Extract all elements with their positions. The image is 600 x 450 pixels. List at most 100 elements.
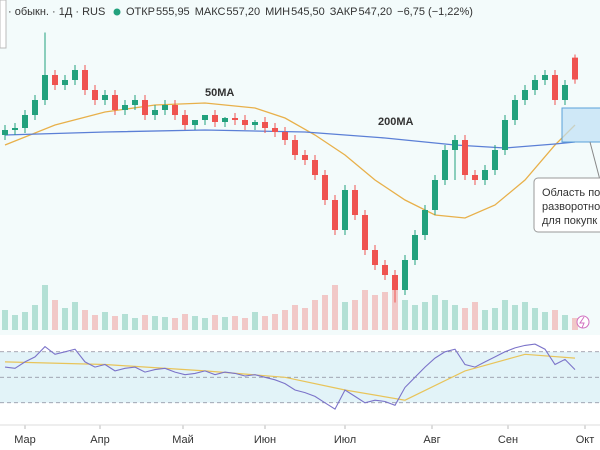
volume-bar — [402, 300, 408, 330]
volume-bar — [242, 318, 248, 330]
volume-bar — [472, 302, 478, 330]
volume-bar — [12, 315, 18, 330]
volume-bar — [62, 308, 68, 330]
annotation-line: Область по — [542, 187, 600, 199]
candle-body — [462, 140, 468, 175]
event-bolt — [579, 316, 585, 329]
ohlc-value: 547,20 — [358, 6, 392, 18]
candle-body — [362, 215, 368, 250]
volume-bar — [502, 300, 508, 330]
x-tick-label: Авг — [423, 434, 440, 446]
candle-body — [562, 85, 568, 100]
status-dot — [113, 8, 121, 16]
candle-body — [372, 250, 378, 265]
candle-body — [212, 115, 218, 122]
volume-bar — [122, 314, 128, 330]
volume-bar — [102, 312, 108, 330]
candle-body — [42, 75, 48, 100]
volume-bar — [22, 312, 28, 330]
candle-body — [272, 128, 278, 132]
volume-bar — [72, 302, 78, 330]
candle-body — [262, 122, 268, 128]
volume-bar — [462, 308, 468, 330]
candle-body — [232, 118, 238, 120]
candle-body — [312, 160, 318, 175]
candle-body — [252, 122, 258, 125]
price-pane — [0, 0, 600, 335]
volume-bar — [42, 285, 48, 330]
volume-bar — [292, 305, 298, 330]
candle-body — [142, 100, 148, 115]
x-tick-label: Мар — [14, 434, 36, 446]
candle-body — [502, 120, 508, 150]
candle-body — [322, 175, 328, 200]
symbol: · обыкн. · 1Д · RUS — [8, 6, 105, 18]
candle-body — [382, 265, 388, 275]
candle-body — [112, 95, 118, 110]
volume-bar — [392, 288, 398, 330]
candle-body — [132, 100, 138, 105]
x-tick-label: Окт — [576, 434, 595, 446]
volume-bar — [262, 316, 268, 330]
candle-body — [442, 150, 448, 180]
volume-bar — [212, 315, 218, 330]
ohlc-value: 545,50 — [291, 6, 325, 18]
candle-body — [282, 132, 288, 140]
volume-bar — [442, 300, 448, 330]
candle-body — [432, 180, 438, 210]
candle-body — [422, 210, 428, 235]
candle-body — [292, 140, 298, 155]
volume-bar — [222, 317, 228, 330]
volume-bar — [482, 310, 488, 330]
candle-body — [572, 57, 578, 80]
event-icon[interactable] — [576, 315, 590, 329]
side-button[interactable] — [0, 0, 7, 49]
volume-bar — [182, 314, 188, 330]
moving-average — [4, 102, 576, 219]
volume-bar — [302, 308, 308, 330]
rsi-line — [4, 343, 576, 410]
ohlc-field: ОТКР — [126, 6, 155, 18]
candle-body — [12, 128, 18, 130]
candle-body — [82, 70, 88, 90]
volume-bar — [372, 295, 378, 330]
volume-bar — [432, 295, 438, 330]
ma-label: 50MA — [205, 87, 234, 99]
x-tick-label: Июл — [334, 434, 356, 446]
volume-bar — [362, 290, 368, 330]
candle-body — [202, 115, 208, 120]
volume-bar — [192, 316, 198, 330]
ohlc-field: МАКС — [195, 6, 226, 18]
candle-body — [122, 105, 128, 110]
x-tick-label: Апр — [90, 434, 109, 446]
volume-bar — [342, 302, 348, 330]
volume-bar — [132, 318, 138, 330]
candle-body — [22, 115, 28, 128]
candle-body — [452, 140, 458, 150]
volume-bar — [332, 285, 338, 330]
volume-bar — [552, 310, 558, 330]
candle-body — [172, 105, 178, 115]
volume-bar — [252, 312, 258, 330]
candle-body — [492, 150, 498, 170]
volume-bar — [112, 316, 118, 330]
candle-body — [32, 100, 38, 115]
candle-body — [352, 190, 358, 215]
highlight-zone — [561, 107, 600, 143]
annotation-box — [533, 177, 600, 233]
volume-bar — [492, 308, 498, 330]
candle-body — [2, 130, 8, 135]
candle-body — [512, 100, 518, 120]
volume-bar — [282, 310, 288, 330]
volume-bar — [232, 316, 238, 330]
volume-bar — [572, 318, 578, 330]
candle-body — [162, 105, 168, 110]
volume-bar — [512, 305, 518, 330]
candle-body — [402, 260, 408, 290]
candle-body — [412, 235, 418, 260]
volume-bar — [452, 305, 458, 330]
volume-bar — [142, 315, 148, 330]
candle-body — [222, 118, 228, 122]
candle-body — [542, 75, 548, 80]
